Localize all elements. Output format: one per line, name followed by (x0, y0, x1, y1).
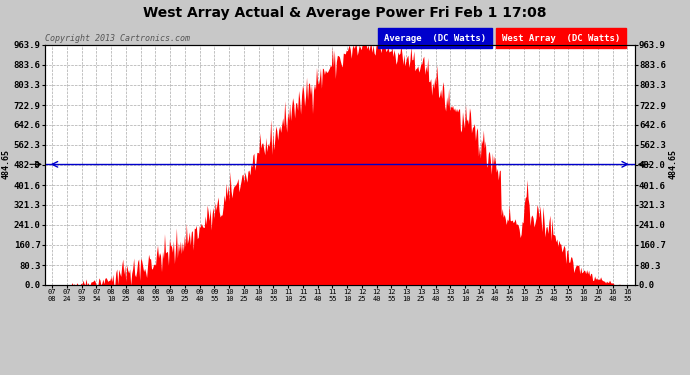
Text: Average  (DC Watts): Average (DC Watts) (384, 34, 486, 43)
Text: 484.65: 484.65 (2, 149, 11, 179)
Text: West Array  (DC Watts): West Array (DC Watts) (502, 34, 620, 43)
Text: 484.65: 484.65 (669, 149, 678, 179)
Text: Copyright 2013 Cartronics.com: Copyright 2013 Cartronics.com (45, 34, 190, 43)
Text: West Array Actual & Average Power Fri Feb 1 17:08: West Array Actual & Average Power Fri Fe… (144, 6, 546, 20)
